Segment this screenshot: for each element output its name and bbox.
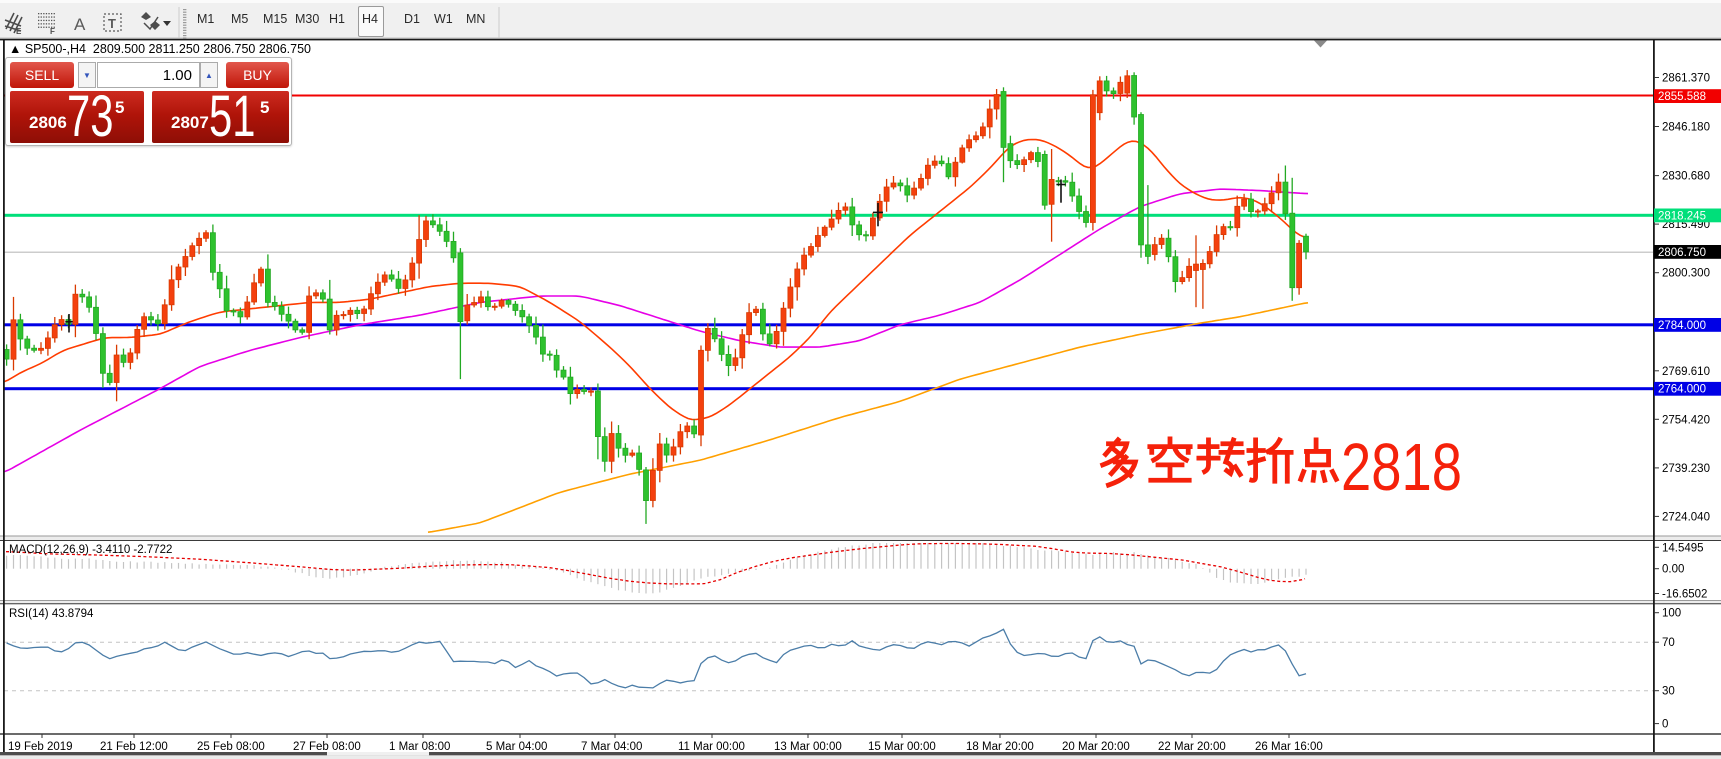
svg-text:0.00: 0.00 [1662,564,1684,576]
svg-text:2754.420: 2754.420 [1662,414,1710,426]
svg-text:A: A [74,15,86,34]
svg-text:20 Mar 20:00: 20 Mar 20:00 [1062,741,1130,753]
svg-text:F: F [50,27,55,36]
svg-text:2855.588: 2855.588 [1658,91,1706,103]
svg-text:1 Mar 08:00: 1 Mar 08:00 [389,741,450,753]
svg-text:22 Mar 20:00: 22 Mar 20:00 [1158,741,1226,753]
svg-text:2861.370: 2861.370 [1662,73,1710,85]
svg-text:11 Mar 00:00: 11 Mar 00:00 [678,741,745,753]
svg-text:T: T [108,16,116,31]
svg-text:15 Mar 00:00: 15 Mar 00:00 [868,741,936,753]
svg-text:RSI(14) 43.8794: RSI(14) 43.8794 [9,608,94,620]
svg-text:14.5495: 14.5495 [1662,542,1704,554]
svg-text:19 Feb 2019: 19 Feb 2019 [8,741,73,753]
svg-text:-16.6502: -16.6502 [1662,589,1707,601]
svg-text:MACD(12,26,9) -3.4110 -2.7722: MACD(12,26,9) -3.4110 -2.7722 [9,544,172,556]
svg-text:2818.245: 2818.245 [1658,210,1706,222]
svg-text:26 Mar 16:00: 26 Mar 16:00 [1255,741,1323,753]
svg-text:E: E [16,27,22,36]
svg-text:2724.040: 2724.040 [1662,511,1710,523]
svg-text:21 Feb 12:00: 21 Feb 12:00 [100,741,168,753]
svg-text:2846.180: 2846.180 [1662,122,1710,134]
svg-text:25 Feb 08:00: 25 Feb 08:00 [197,741,265,753]
svg-text:2764.000: 2764.000 [1658,384,1706,396]
svg-text:30: 30 [1662,686,1675,698]
svg-text:2739.230: 2739.230 [1662,463,1710,475]
svg-text:7 Mar 04:00: 7 Mar 04:00 [581,741,642,753]
svg-text:0: 0 [1662,719,1668,731]
svg-text:2830.680: 2830.680 [1662,171,1710,183]
svg-text:2769.610: 2769.610 [1662,366,1710,378]
svg-text:2806.750: 2806.750 [1658,247,1706,259]
svg-text:18 Mar 20:00: 18 Mar 20:00 [966,741,1034,753]
svg-text:27 Feb 08:00: 27 Feb 08:00 [293,741,361,753]
svg-text:100: 100 [1662,608,1681,620]
svg-text:5 Mar 04:00: 5 Mar 04:00 [486,741,547,753]
svg-text:13 Mar 00:00: 13 Mar 00:00 [774,741,842,753]
svg-text:2784.000: 2784.000 [1658,320,1706,332]
svg-text:70: 70 [1662,637,1675,649]
svg-text:2818: 2818 [1341,430,1462,505]
svg-text:2800.300: 2800.300 [1662,268,1710,280]
